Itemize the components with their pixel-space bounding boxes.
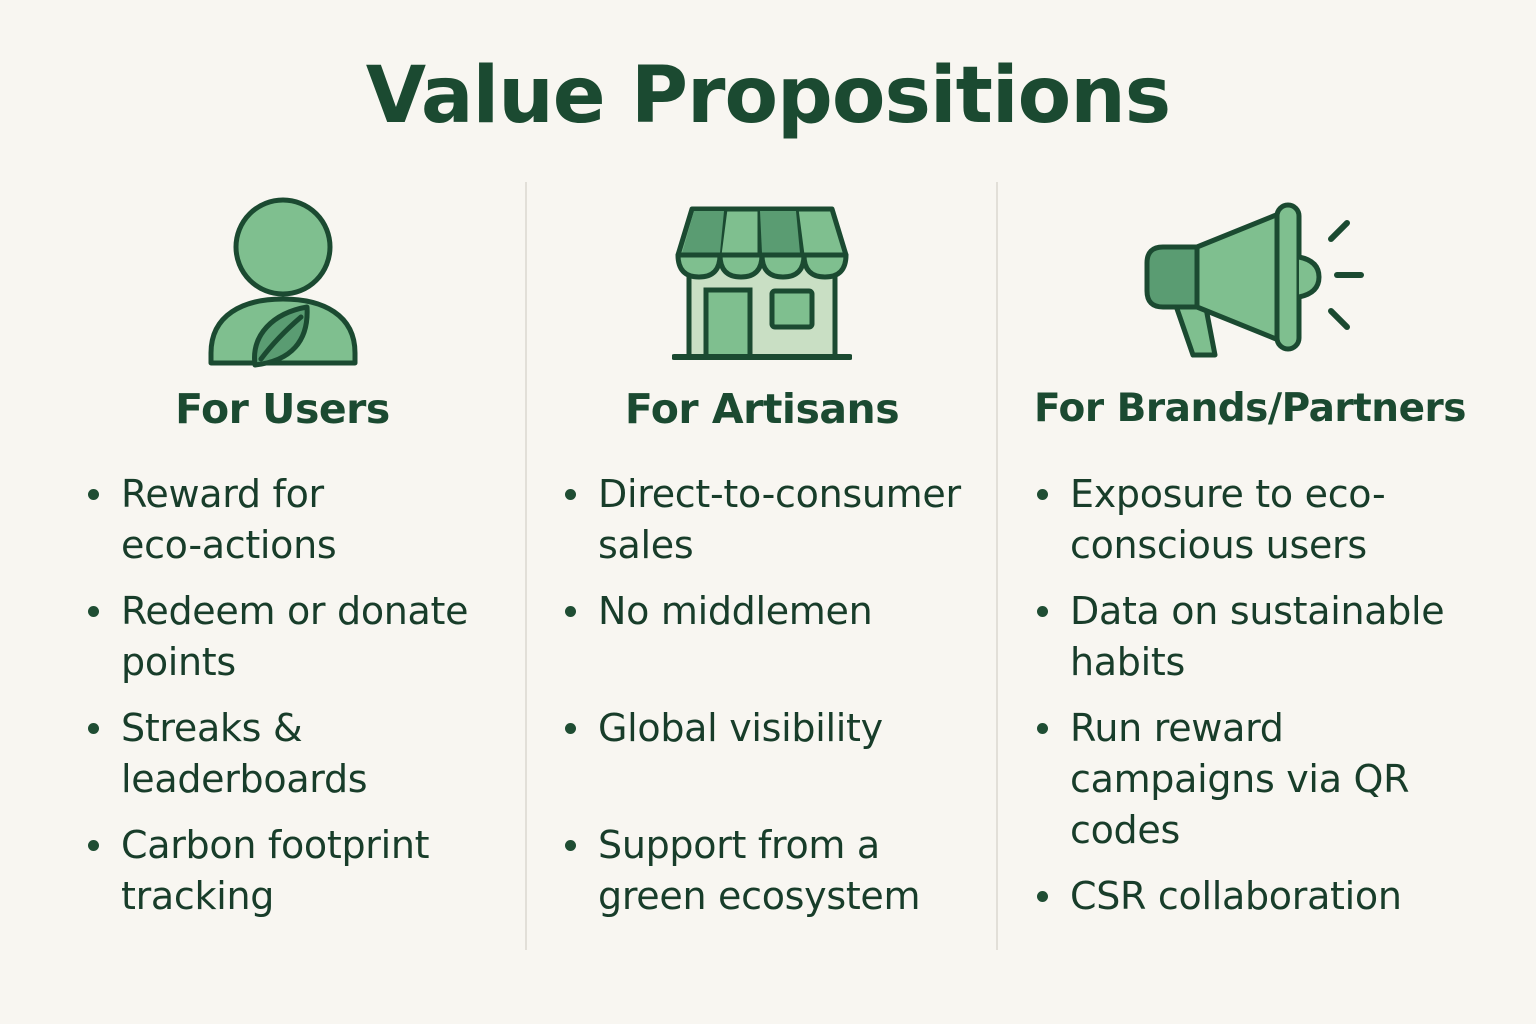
- bullet-dot-icon: [565, 840, 576, 851]
- bullet-dot-icon: [88, 606, 99, 617]
- bullet-text: Carbon footprint tracking: [121, 823, 430, 918]
- column-divider: [525, 182, 527, 950]
- bullet-dot-icon: [1037, 723, 1048, 734]
- bullet-dot-icon: [88, 489, 99, 500]
- bullet-dot-icon: [1037, 606, 1048, 617]
- bullet-text: CSR collaboration: [1070, 874, 1402, 918]
- bullet-dot-icon: [88, 723, 99, 734]
- bullet-text: Redeem or donate points: [121, 589, 469, 684]
- bullet-dot-icon: [1037, 891, 1048, 902]
- user-leaf-icon: [0, 195, 565, 370]
- megaphone-icon: [1000, 195, 1500, 370]
- bullet-dot-icon: [88, 840, 99, 851]
- bullet-dot-icon: [565, 606, 576, 617]
- column-heading: For Users: [175, 385, 390, 433]
- column-artisans: For Artisans Direct-to-consumer sales No…: [557, 195, 987, 955]
- storefront-icon: [527, 195, 997, 370]
- bullet-dot-icon: [1037, 489, 1048, 500]
- column-heading: For Artisans: [624, 385, 900, 433]
- bullet-dot-icon: [565, 489, 576, 500]
- bullet-text: No middlemen: [598, 589, 873, 633]
- bullet-text: Streaks & leaderboards: [121, 706, 368, 801]
- bullet-text: Run reward campaigns via QR codes: [1070, 706, 1410, 852]
- column-heading: For Brands/Partners: [1034, 386, 1466, 431]
- bullet-text: Global visibility: [598, 706, 883, 750]
- column-brands: For Brands/Partners Exposure to eco- con…: [1030, 195, 1510, 955]
- bullet-text: Exposure to eco- conscious users: [1070, 472, 1386, 567]
- column-users: For Users Reward for eco-actions Redeem …: [80, 195, 520, 955]
- bullet-text: Direct-to-consumer sales: [598, 472, 961, 567]
- bullet-text: Support from a green ecosystem: [598, 823, 921, 918]
- bullet-text: Reward for eco-actions: [121, 472, 337, 567]
- page-title: Value Propositions: [365, 51, 1171, 141]
- bullet-text: Data on sustainable habits: [1070, 589, 1445, 684]
- column-divider: [996, 182, 998, 950]
- bullet-dot-icon: [565, 723, 576, 734]
